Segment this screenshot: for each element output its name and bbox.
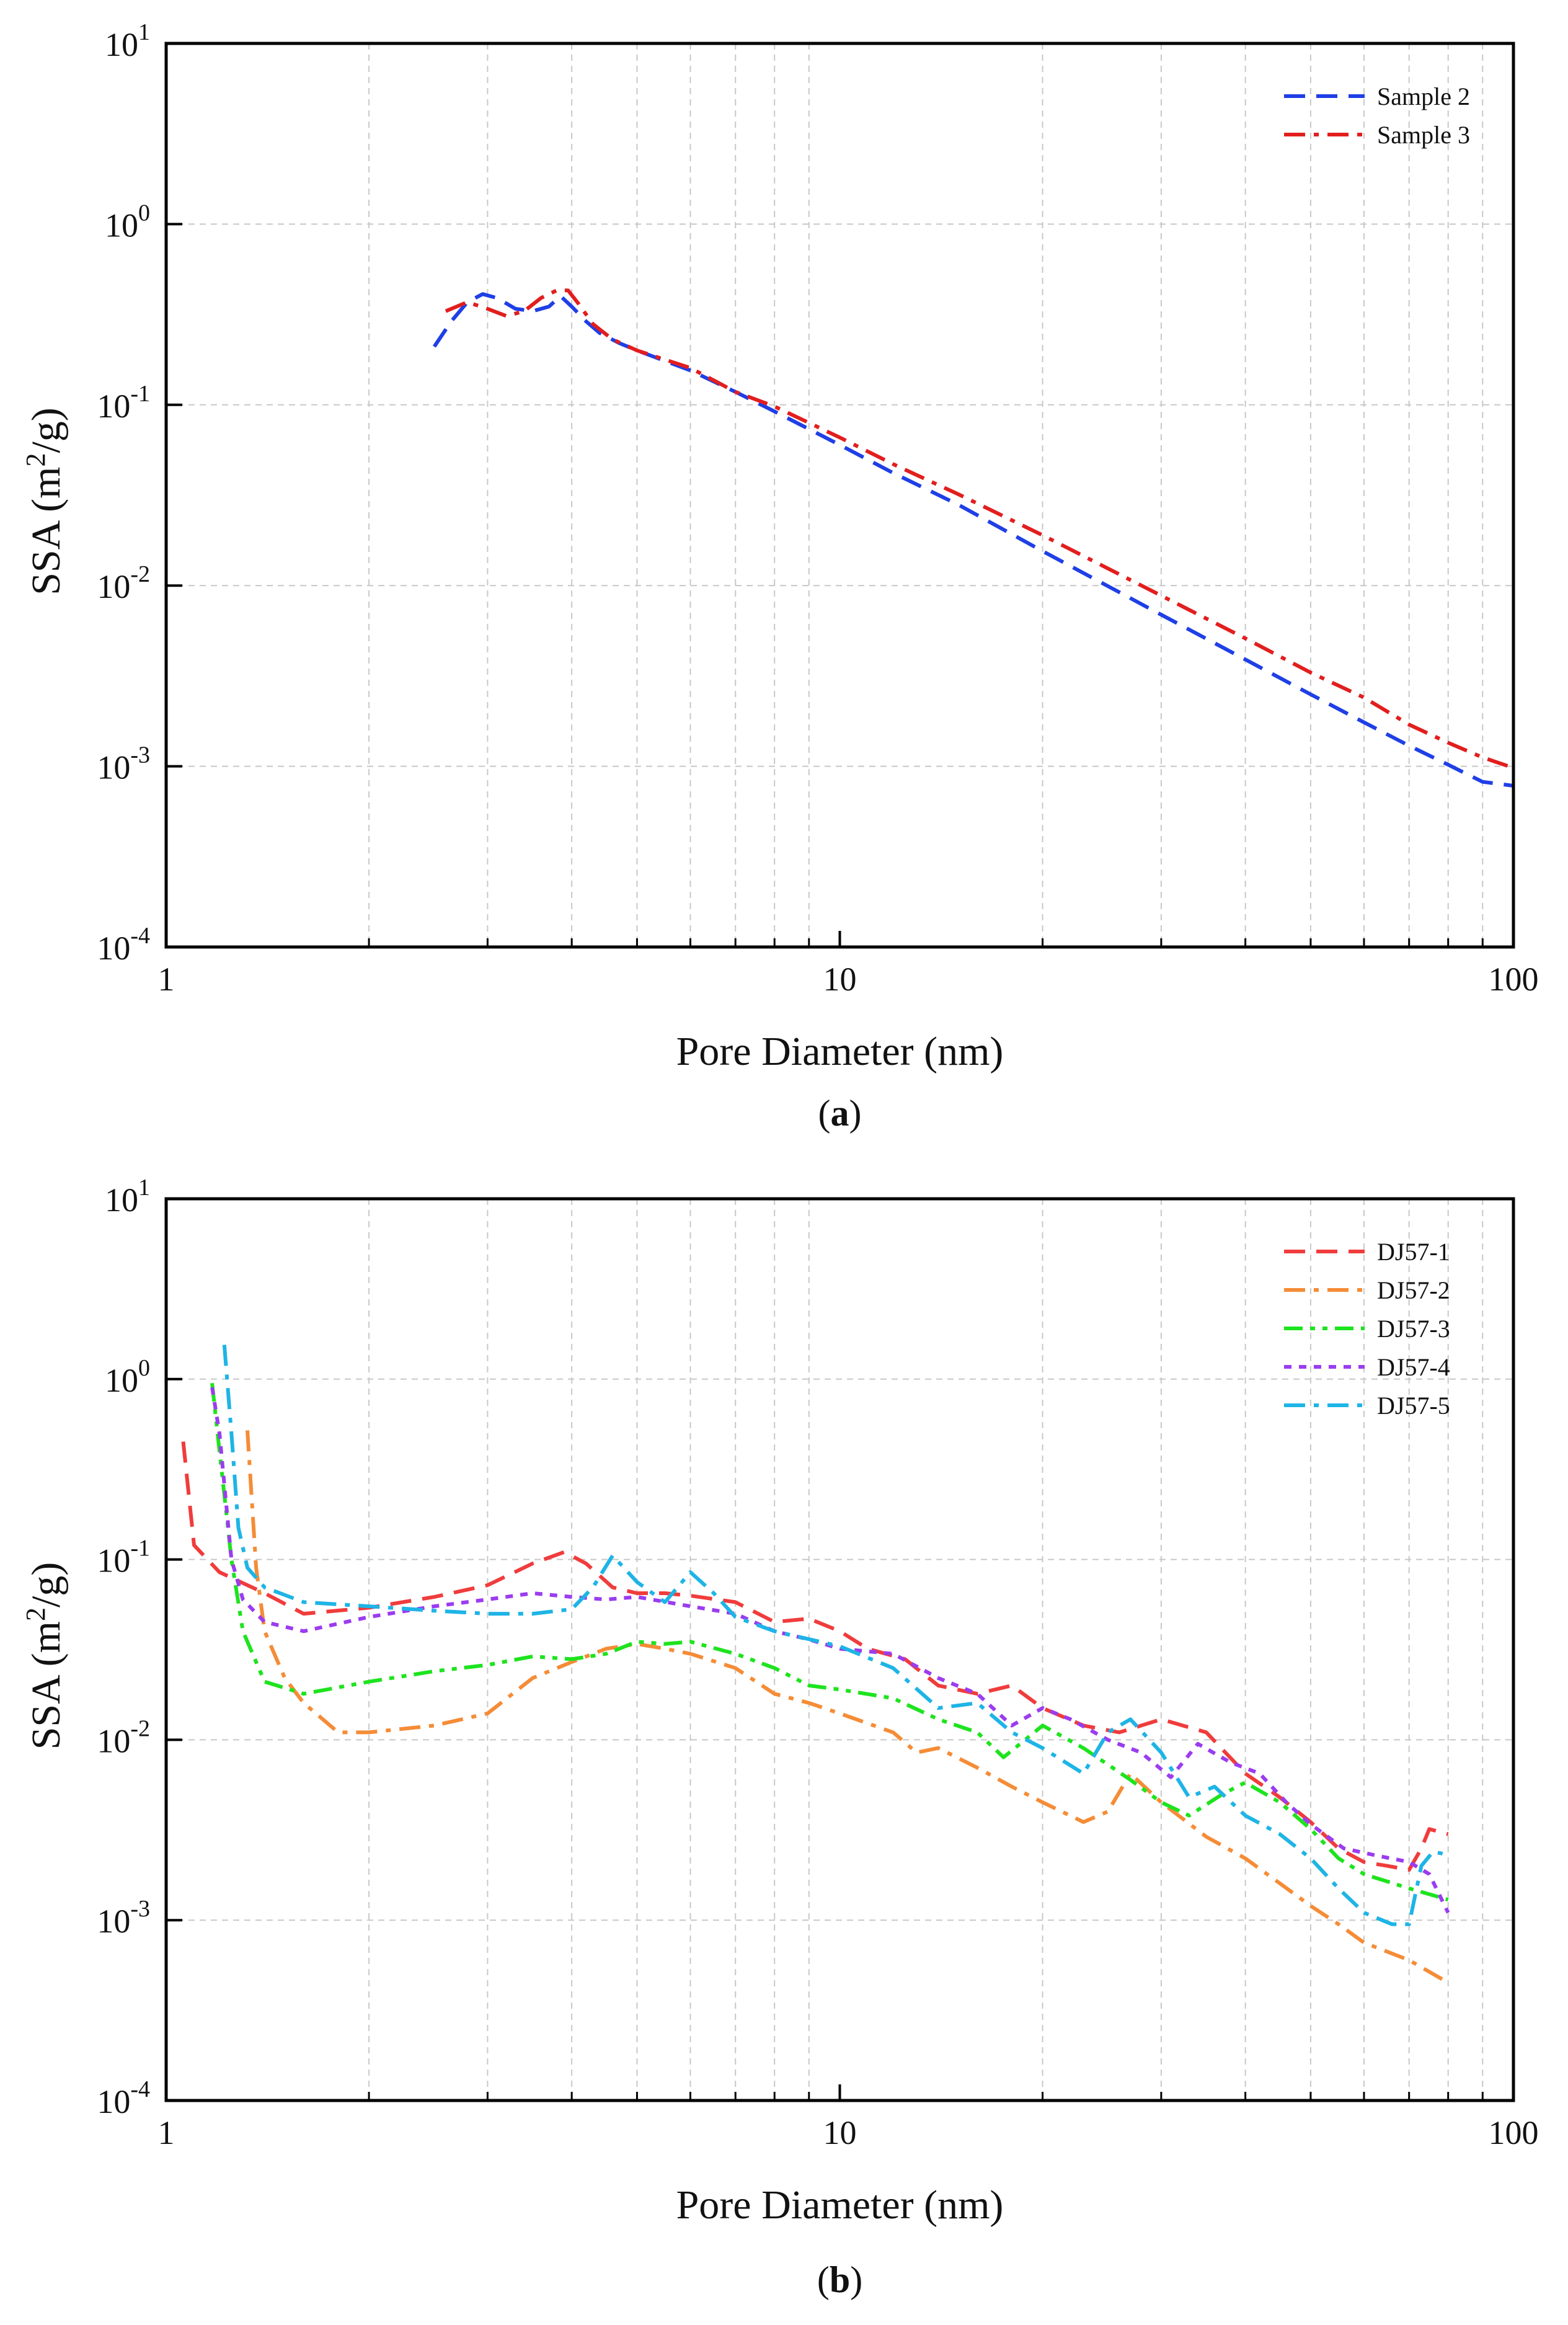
y-tick-label-base: 10 [97, 2083, 130, 2120]
panel-caption-letter: b [830, 2259, 850, 2300]
y-tick-label-base: 10 [97, 568, 130, 605]
x-axis-title: Pore Diameter (nm) [676, 1029, 1004, 1074]
y-tick-label-base: 10 [97, 749, 130, 786]
y-axis-title: SSA (m2/g) [20, 1562, 69, 1750]
y-tick-label: 10-1 [97, 381, 150, 425]
legend-label: DJ57-4 [1377, 1353, 1450, 1381]
y-axis-title-base: SSA (m [24, 1621, 69, 1749]
y-axis-title-tail: /g) [24, 1562, 69, 1607]
y-axis-title: SSA (m2/g) [20, 407, 69, 595]
series-line-sample-2 [432, 292, 1513, 788]
y-tick-label-exp: 0 [138, 1355, 150, 1381]
y-tick-label-exp: -3 [130, 742, 150, 768]
y-axis-title-base: SSA (m [24, 467, 69, 595]
legend: Sample 2 Sample 3 [1284, 82, 1470, 149]
y-tick-label-exp: -1 [130, 1536, 150, 1562]
y-tick-label-exp: 1 [138, 19, 150, 45]
y-tick-label-base: 10 [97, 930, 130, 967]
legend-label: DJ57-2 [1377, 1276, 1450, 1304]
y-tick-label: 101 [105, 1175, 150, 1219]
x-tick-label: 10 [823, 2114, 857, 2151]
x-tick-label: 10 [823, 961, 857, 998]
y-tick-label-exp: -3 [130, 1896, 150, 1922]
y-tick-label: 100 [105, 200, 150, 244]
x-tick-labels: 1 10 100 [158, 2114, 1539, 2151]
legend-label: DJ57-1 [1377, 1238, 1450, 1266]
axis-ticks [165, 1198, 1515, 2102]
y-tick-label-base: 10 [97, 1542, 130, 1580]
x-tick-label: 1 [158, 2114, 175, 2151]
y-tick-label-exp: -2 [130, 1715, 150, 1741]
legend-label: DJ57-5 [1377, 1392, 1450, 1420]
legend-label: Sample 3 [1377, 121, 1470, 149]
y-tick-label-base: 10 [105, 26, 138, 63]
axis-ticks [165, 42, 1515, 948]
series-line-sample-3 [445, 288, 1513, 770]
x-tick-label: 100 [1489, 2114, 1539, 2151]
series-lines [432, 288, 1513, 788]
y-tick-label: 101 [105, 19, 150, 63]
y-tick-label: 10-2 [97, 1715, 150, 1759]
series-line-dj57-3 [210, 1382, 1449, 1901]
y-tick-label-exp: -2 [130, 561, 150, 587]
grid-lines [166, 1199, 1513, 2101]
y-axis-title-sup: 2 [20, 1607, 51, 1621]
x-tick-labels: 1 10 100 [158, 961, 1539, 998]
panel-caption-letter: a [831, 1093, 849, 1134]
y-tick-label-base: 10 [105, 1362, 138, 1399]
series-line-dj57-4 [210, 1387, 1450, 1914]
panel-caption: (b) [817, 2259, 862, 2300]
y-tick-label-exp: -1 [130, 381, 150, 407]
x-tick-label: 1 [158, 961, 175, 998]
legend: DJ57-1 DJ57-2 DJ57-3 DJ57-4 DJ57-5 [1284, 1238, 1450, 1420]
y-tick-label-base: 10 [97, 388, 130, 425]
grid-lines [166, 43, 1513, 947]
y-tick-label: 10-4 [97, 2076, 150, 2120]
y-tick-label: 100 [105, 1355, 150, 1399]
y-tick-label: 10-3 [97, 742, 150, 786]
y-tick-label: 10-2 [97, 561, 150, 605]
y-tick-label-exp: 0 [138, 200, 150, 226]
series-lines [181, 1345, 1450, 1985]
y-tick-label-exp: 1 [138, 1175, 150, 1201]
y-axis-title-tail: /g) [24, 407, 69, 453]
y-tick-label: 10-4 [97, 923, 150, 967]
y-tick-label-base: 10 [105, 1181, 138, 1219]
y-tick-label-base: 10 [97, 1722, 130, 1759]
panel-caption: (a) [818, 1093, 862, 1134]
y-tick-label-exp: -4 [130, 2076, 150, 2102]
legend-label: DJ57-3 [1377, 1315, 1450, 1343]
y-tick-label: 10-3 [97, 1896, 150, 1940]
x-axis-title: Pore Diameter (nm) [676, 2182, 1004, 2228]
y-tick-label-base: 10 [97, 1903, 130, 1940]
series-line-dj57-5 [222, 1345, 1449, 1926]
series-line-dj57-2 [246, 1430, 1450, 1985]
x-tick-label: 100 [1489, 961, 1539, 998]
y-tick-label-base: 10 [105, 207, 138, 244]
y-axis-title-sup: 2 [20, 453, 51, 467]
y-tick-label: 10-1 [97, 1536, 150, 1580]
y-tick-label-exp: -4 [130, 923, 150, 949]
legend-label: Sample 2 [1377, 82, 1470, 110]
